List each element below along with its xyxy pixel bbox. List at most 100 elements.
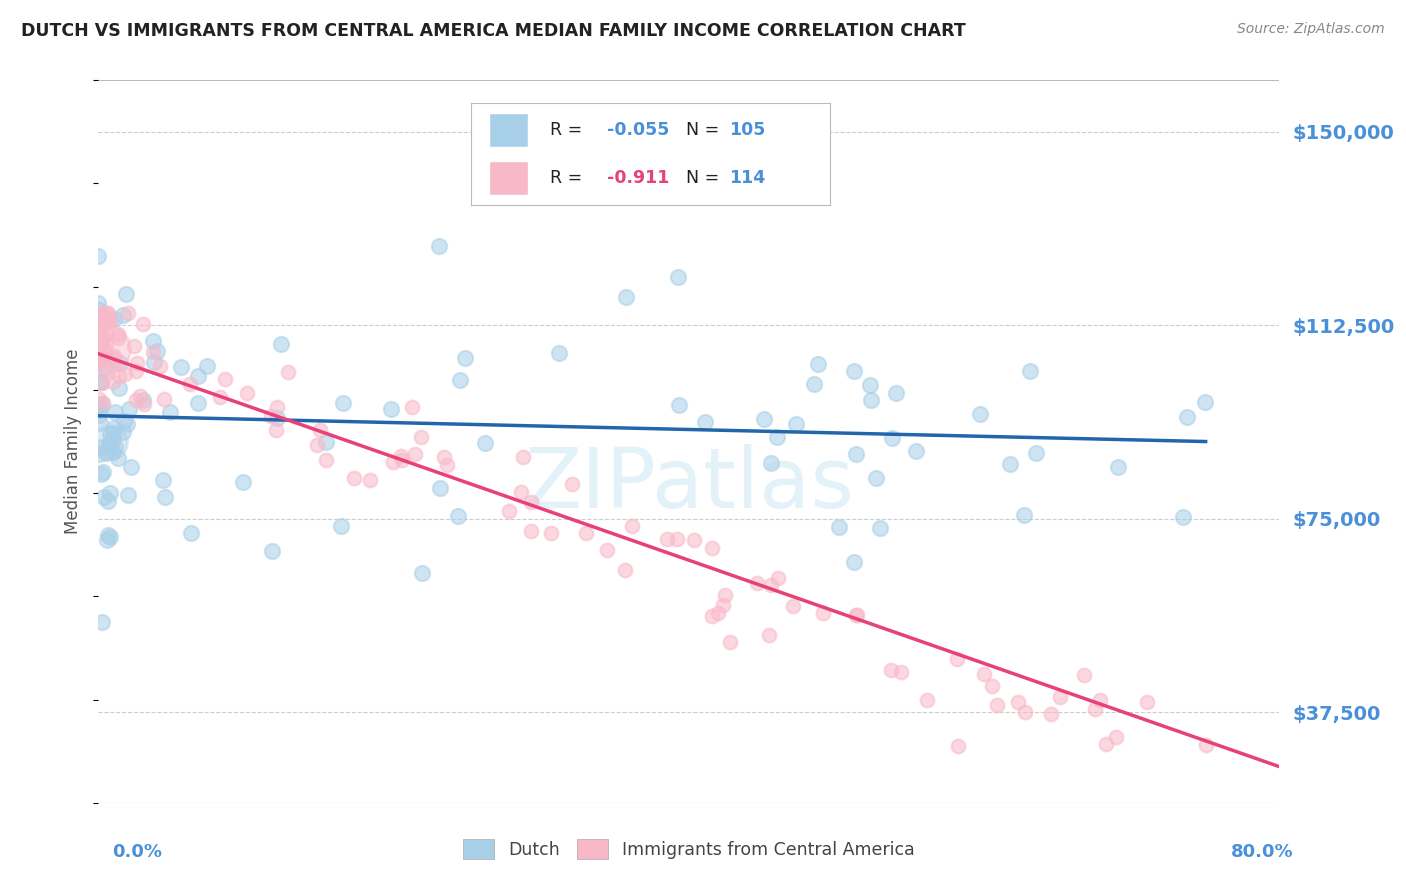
Point bbox=[87, 249, 110, 263]
Point bbox=[98, 426, 121, 441]
Point bbox=[880, 430, 903, 444]
Point bbox=[98, 312, 121, 326]
Point bbox=[91, 615, 114, 630]
Text: N =: N = bbox=[686, 120, 720, 139]
Point bbox=[807, 358, 830, 372]
Point bbox=[1175, 410, 1198, 425]
Point bbox=[96, 533, 118, 548]
Text: Source: ZipAtlas.com: Source: ZipAtlas.com bbox=[1237, 22, 1385, 37]
Point bbox=[759, 578, 782, 592]
Text: R =: R = bbox=[550, 169, 588, 187]
Point bbox=[512, 450, 534, 465]
Point bbox=[446, 509, 468, 524]
Point bbox=[758, 627, 780, 641]
Point bbox=[260, 409, 283, 423]
Point bbox=[389, 449, 412, 463]
Point bbox=[981, 679, 1004, 693]
Point bbox=[973, 666, 995, 681]
Point bbox=[103, 354, 125, 368]
Point bbox=[747, 576, 769, 591]
Point bbox=[108, 356, 131, 370]
Point bbox=[87, 398, 110, 412]
Point bbox=[120, 460, 142, 475]
Point bbox=[90, 376, 112, 390]
Point bbox=[548, 346, 571, 360]
Point bbox=[498, 504, 520, 518]
Point bbox=[880, 663, 903, 677]
Point bbox=[90, 376, 112, 391]
Point bbox=[94, 317, 117, 331]
Point bbox=[94, 360, 117, 375]
Point bbox=[108, 369, 131, 384]
Point bbox=[87, 295, 110, 310]
Point bbox=[107, 451, 129, 466]
Point bbox=[401, 401, 423, 415]
Point bbox=[98, 529, 121, 543]
Point bbox=[98, 313, 121, 327]
Point bbox=[179, 377, 201, 392]
Point bbox=[718, 635, 741, 649]
Point bbox=[782, 599, 804, 613]
Point bbox=[103, 350, 125, 364]
Point bbox=[149, 359, 172, 374]
Point bbox=[108, 382, 131, 396]
Point bbox=[766, 429, 789, 443]
Point bbox=[359, 473, 381, 487]
Point bbox=[454, 351, 477, 365]
Point bbox=[668, 399, 690, 413]
Point bbox=[404, 446, 426, 460]
Point bbox=[96, 327, 118, 342]
Point bbox=[90, 336, 112, 351]
Point bbox=[827, 520, 849, 534]
Point bbox=[103, 351, 125, 366]
Point bbox=[112, 425, 135, 439]
Point bbox=[111, 309, 134, 323]
Point bbox=[91, 305, 114, 319]
FancyBboxPatch shape bbox=[489, 161, 529, 194]
Point bbox=[329, 518, 352, 533]
Point bbox=[752, 411, 775, 425]
Point bbox=[117, 417, 139, 432]
Point bbox=[683, 533, 706, 547]
Point bbox=[1007, 695, 1029, 709]
Point bbox=[666, 269, 689, 284]
Point bbox=[93, 345, 115, 359]
Point bbox=[429, 481, 451, 495]
Point bbox=[96, 366, 118, 380]
Point bbox=[785, 417, 807, 432]
Point bbox=[91, 309, 114, 323]
Point bbox=[103, 440, 125, 454]
Point bbox=[132, 317, 155, 331]
Point bbox=[945, 652, 967, 666]
Point bbox=[97, 528, 120, 542]
Point bbox=[93, 312, 115, 326]
Point bbox=[114, 367, 136, 381]
Text: DUTCH VS IMMIGRANTS FROM CENTRAL AMERICA MEDIAN FAMILY INCOME CORRELATION CHART: DUTCH VS IMMIGRANTS FROM CENTRAL AMERICA… bbox=[21, 22, 966, 40]
Text: 80.0%: 80.0% bbox=[1230, 843, 1294, 861]
Point bbox=[89, 349, 111, 363]
Point bbox=[142, 355, 165, 369]
Point bbox=[87, 392, 110, 407]
Point bbox=[132, 397, 155, 411]
Point bbox=[170, 360, 193, 375]
Point bbox=[510, 485, 533, 500]
Point bbox=[561, 476, 583, 491]
Point bbox=[91, 330, 114, 344]
Point bbox=[104, 404, 127, 418]
Point bbox=[620, 518, 643, 533]
Point bbox=[94, 343, 117, 358]
Point bbox=[264, 423, 287, 437]
Point bbox=[411, 566, 433, 581]
Point bbox=[803, 377, 825, 392]
Point bbox=[107, 331, 129, 345]
Point bbox=[427, 238, 450, 252]
Point bbox=[1073, 668, 1095, 682]
Point bbox=[187, 395, 209, 409]
Point bbox=[103, 425, 125, 440]
Point bbox=[946, 739, 969, 754]
Point bbox=[93, 490, 115, 504]
Point bbox=[859, 393, 882, 408]
Point bbox=[89, 408, 111, 422]
Point bbox=[90, 440, 112, 454]
Point bbox=[433, 450, 456, 464]
